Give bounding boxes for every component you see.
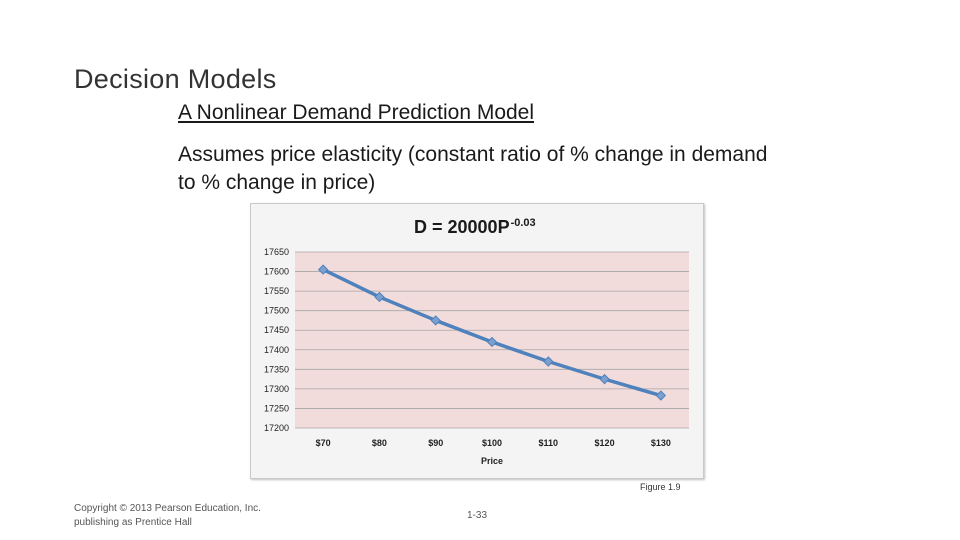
y-tick-label: 17450: [264, 325, 289, 335]
data-point-marker: [430, 315, 441, 326]
chart-title: D = 20000P: [414, 217, 510, 237]
chart-frame: D = 20000P -0.03 17200 17250 17300 17350 174…: [250, 203, 704, 479]
data-point-marker: [486, 336, 498, 348]
copyright-line: Copyright © 2013 Pearson Education, Inc.: [74, 503, 261, 514]
y-tick-label: 17650: [264, 247, 289, 257]
chart-title-superscript: -0.03: [511, 217, 536, 229]
y-tick-label: 17600: [264, 267, 289, 277]
y-tick-label: 17250: [264, 403, 289, 413]
data-point-marker: [374, 291, 385, 303]
x-tick-label: $130: [651, 438, 671, 448]
publisher-line: publishing as Prentice Hall: [74, 517, 192, 528]
x-tick-label: $100: [482, 438, 502, 448]
copyright-notice: Copyright © 2013 Pearson Education, Inc.…: [74, 502, 261, 530]
x-tick-label: $80: [372, 438, 387, 448]
slide-number: 1-33: [467, 510, 488, 521]
y-tick-label: 17500: [264, 306, 289, 316]
slide-heading: Decision Models: [74, 64, 277, 94]
figure-caption: Figure 1.9: [640, 482, 681, 492]
slide-description: Assumes price elasticity (constant ratio…: [178, 143, 768, 194]
x-tick-label: $70: [316, 438, 331, 448]
data-point-marker: [317, 264, 329, 275]
x-axis-title: Price: [481, 456, 503, 466]
data-point-marker: [543, 356, 554, 367]
data-point-marker: [599, 373, 610, 385]
y-tick-label: 17200: [264, 423, 289, 433]
demand-chart: D = 20000P -0.03 17200 17250 17300 17350 174…: [264, 217, 689, 466]
y-tick-label: 17300: [264, 384, 289, 394]
data-point-marker: [655, 390, 667, 401]
y-tick-label: 17400: [264, 345, 289, 355]
y-tick-label: 17550: [264, 286, 289, 296]
y-tick-label: 17350: [264, 364, 289, 374]
x-tick-label: $120: [595, 438, 615, 448]
x-tick-label: $110: [539, 438, 559, 448]
x-tick-label: $90: [428, 438, 443, 448]
slide-subtitle: A Nonlinear Demand Prediction Model: [178, 101, 535, 124]
